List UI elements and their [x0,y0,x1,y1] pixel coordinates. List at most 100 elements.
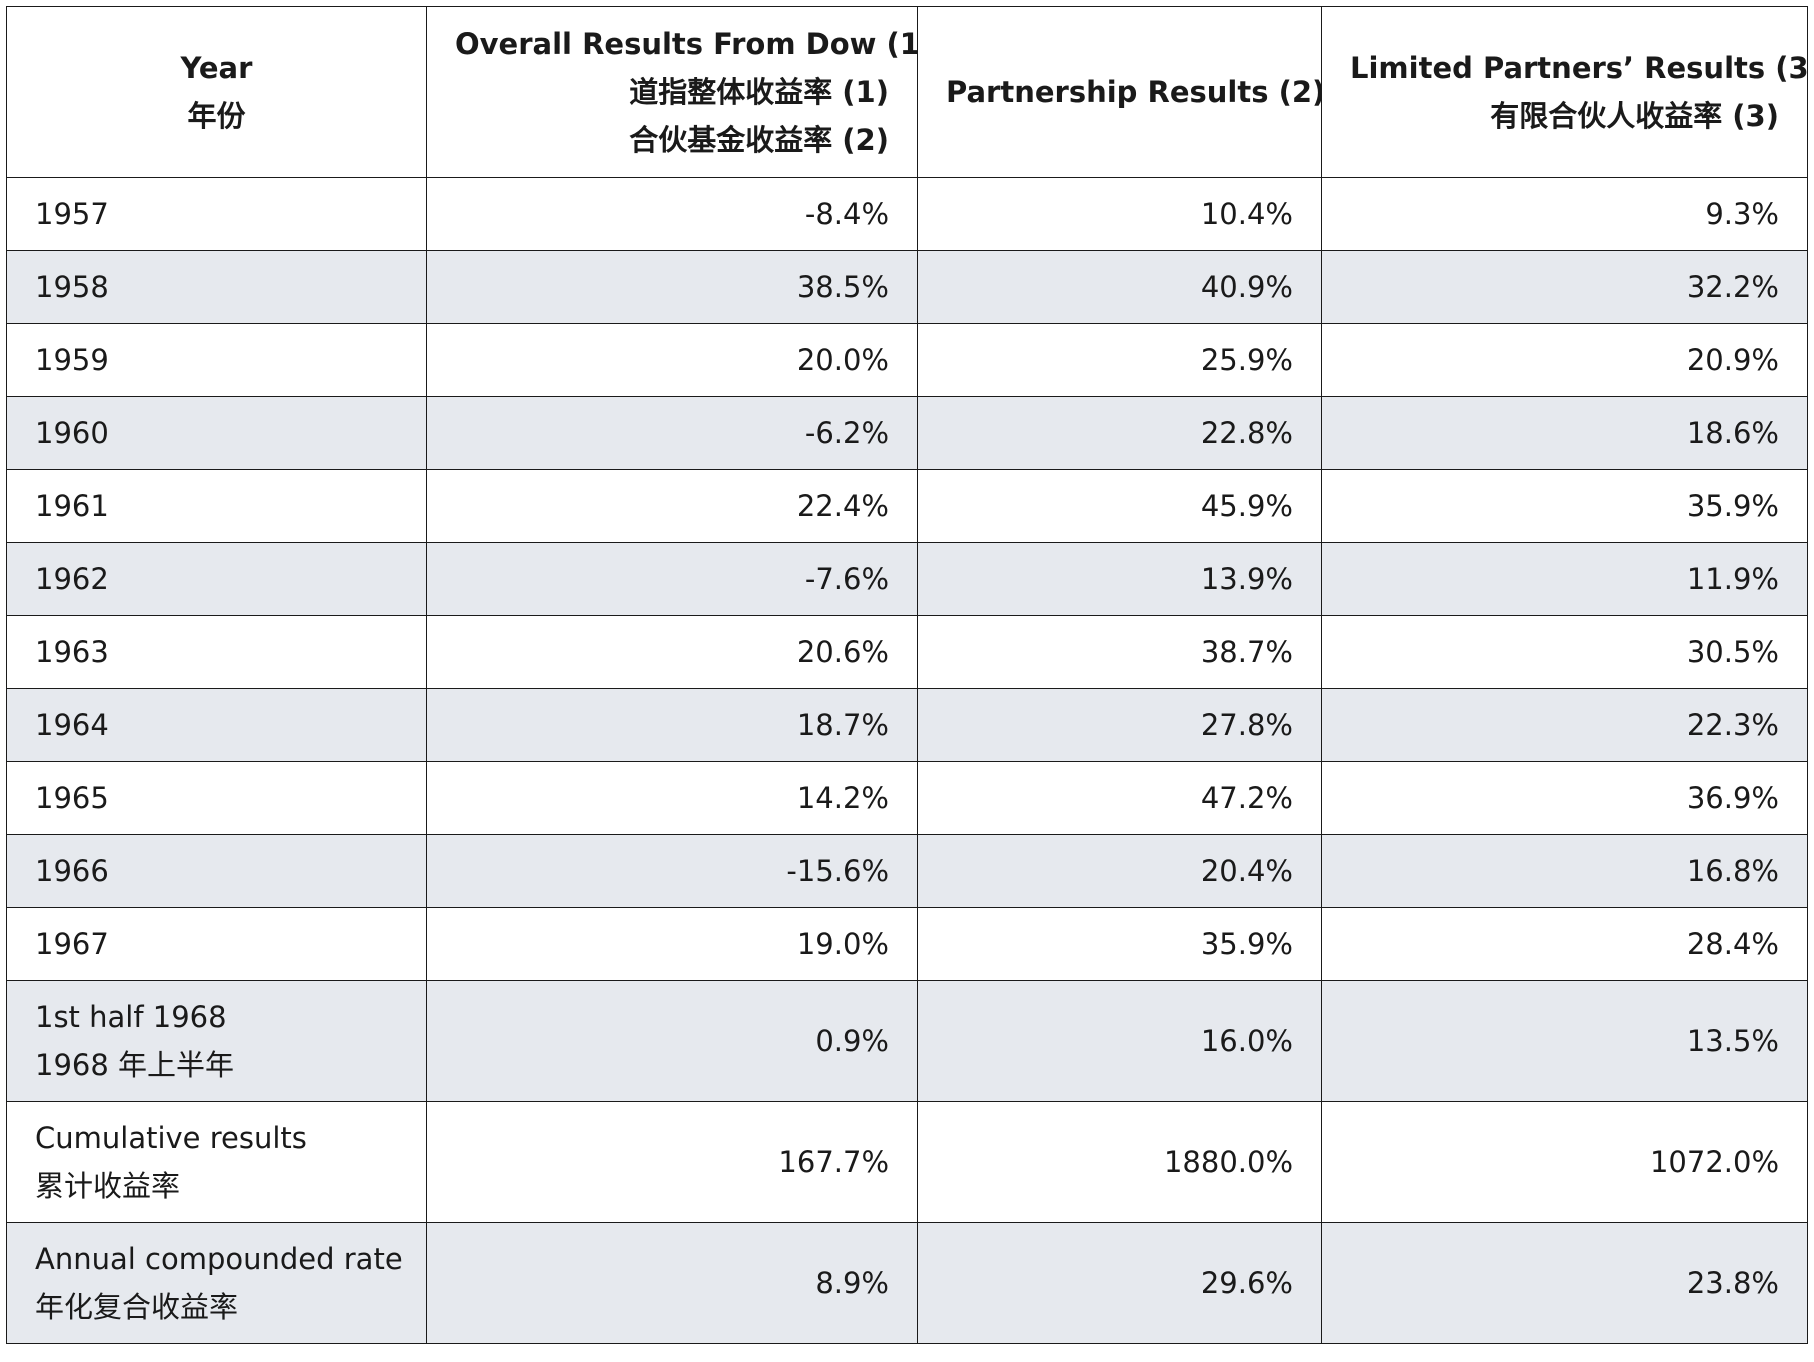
cell-dow: 38.5% [426,250,918,324]
table-row: Annual compounded rate 年化复合收益率 8.9% 29.6% 23… [6,1222,1808,1344]
cell-year-line: 1968 年上半年 [35,1048,235,1082]
cell-limited: 1072.0% [1321,1101,1808,1223]
table-row: 1966 -15.6% 20.4% 16.8% [6,834,1808,908]
cell-year: 1960 [6,396,427,470]
cell-dow: -15.6% [426,834,918,908]
cell-limited: 16.8% [1321,834,1808,908]
cell-year-line: 1967 [35,927,109,961]
table-row: 1957 -8.4% 10.4% 9.3% [6,177,1808,251]
cell-year-line: 1st half 1968 [35,1000,227,1034]
cell-limited: 11.9% [1321,542,1808,616]
cell-year: 1959 [6,323,427,397]
header-row: Year 年份 Overall Results From Dow (1) 道指整… [6,6,1808,178]
header-partnership: Partnership Results (2) [917,6,1322,178]
cell-year-line: 年化复合收益率 [35,1290,239,1324]
cell-year-line: Cumulative results [35,1121,307,1155]
cell-partnership: 40.9% [917,250,1322,324]
table-row: 1962 -7.6% 13.9% 11.9% [6,542,1808,616]
cell-partnership: 13.9% [917,542,1322,616]
cell-dow: 19.0% [426,907,918,981]
cell-year: 1958 [6,250,427,324]
cell-limited: 9.3% [1321,177,1808,251]
cell-year-line: 1966 [35,854,109,888]
cell-year: 1961 [6,469,427,543]
table-row: Cumulative results 累计收益率 167.7% 1880.0% 1072… [6,1101,1808,1223]
cell-partnership: 27.8% [917,688,1322,762]
cell-year-line: 1958 [35,270,109,304]
table-row: 1963 20.6% 38.7% 30.5% [6,615,1808,689]
table-row: 1958 38.5% 40.9% 32.2% [6,250,1808,324]
header-limited-zh: 有限合伙人收益率 (3) [1490,99,1779,133]
cell-partnership: 25.9% [917,323,1322,397]
cell-partnership: 47.2% [917,761,1322,835]
cell-year-line: 累计收益率 [35,1169,181,1203]
cell-limited: 22.3% [1321,688,1808,762]
table-body: 1957 -8.4% 10.4% 9.3% 1958 38.5% 40.9% 32.2% 195… [6,177,1808,1344]
header-dow: Overall Results From Dow (1) 道指整体收益率 (1)… [426,6,918,178]
cell-year: 1966 [6,834,427,908]
cell-year-line: 1957 [35,197,109,231]
header-dow-zh: 道指整体收益率 (1) [629,75,889,109]
table-row: 1965 14.2% 47.2% 36.9% [6,761,1808,835]
header-dow-en: Overall Results From Dow (1) [455,27,918,61]
table-row: 1967 19.0% 35.9% 28.4% [6,907,1808,981]
cell-dow: 20.0% [426,323,918,397]
cell-partnership: 29.6% [917,1222,1322,1344]
cell-limited: 20.9% [1321,323,1808,397]
cell-year-line: 1961 [35,489,109,523]
cell-limited: 23.8% [1321,1222,1808,1344]
cell-limited: 36.9% [1321,761,1808,835]
cell-dow: 14.2% [426,761,918,835]
header-partnership-en: Partnership Results (2) [946,75,1322,109]
cell-year: 1st half 1968 1968 年上半年 [6,980,427,1102]
cell-dow: -8.4% [426,177,918,251]
cell-year: Cumulative results 累计收益率 [6,1101,427,1223]
cell-limited: 35.9% [1321,469,1808,543]
cell-year-line: 1963 [35,635,109,669]
cell-limited: 30.5% [1321,615,1808,689]
cell-partnership: 45.9% [917,469,1322,543]
cell-dow: 167.7% [426,1101,918,1223]
cell-partnership: 38.7% [917,615,1322,689]
cell-year-line: 1964 [35,708,109,742]
cell-year: 1965 [6,761,427,835]
cell-partnership: 16.0% [917,980,1322,1102]
cell-year: 1967 [6,907,427,981]
cell-year-line: 1960 [35,416,109,450]
cell-year-line: 1965 [35,781,109,815]
table-row: 1st half 1968 1968 年上半年 0.9% 16.0% 13.5% [6,980,1808,1102]
cell-dow: -7.6% [426,542,918,616]
header-limited: Limited Partners’ Results (3) 有限合伙人收益率 (… [1321,6,1808,178]
cell-partnership: 20.4% [917,834,1322,908]
cell-year-line: Annual compounded rate [35,1242,403,1276]
header-year-en: Year [180,51,253,85]
cell-year: 1957 [6,177,427,251]
cell-year: 1964 [6,688,427,762]
table-row: 1961 22.4% 45.9% 35.9% [6,469,1808,543]
cell-partnership: 10.4% [917,177,1322,251]
cell-dow: -6.2% [426,396,918,470]
cell-year: 1963 [6,615,427,689]
cell-year: Annual compounded rate 年化复合收益率 [6,1222,427,1344]
cell-limited: 28.4% [1321,907,1808,981]
header-year: Year 年份 [6,6,427,178]
cell-partnership: 1880.0% [917,1101,1322,1223]
table-row: 1960 -6.2% 22.8% 18.6% [6,396,1808,470]
cell-dow: 0.9% [426,980,918,1102]
cell-dow: 22.4% [426,469,918,543]
results-table: Year 年份 Overall Results From Dow (1) 道指整… [6,6,1808,1344]
cell-year-line: 1962 [35,562,109,596]
header-limited-en: Limited Partners’ Results (3) [1350,51,1808,85]
cell-year-line: 1959 [35,343,109,377]
cell-partnership: 35.9% [917,907,1322,981]
cell-limited: 13.5% [1321,980,1808,1102]
cell-partnership: 22.8% [917,396,1322,470]
header-dow-zh-2: 合伙基金收益率 (2) [629,123,889,157]
header-year-zh: 年份 [187,99,246,133]
cell-limited: 32.2% [1321,250,1808,324]
cell-dow: 18.7% [426,688,918,762]
table-row: 1959 20.0% 25.9% 20.9% [6,323,1808,397]
table-row: 1964 18.7% 27.8% 22.3% [6,688,1808,762]
cell-year: 1962 [6,542,427,616]
cell-limited: 18.6% [1321,396,1808,470]
